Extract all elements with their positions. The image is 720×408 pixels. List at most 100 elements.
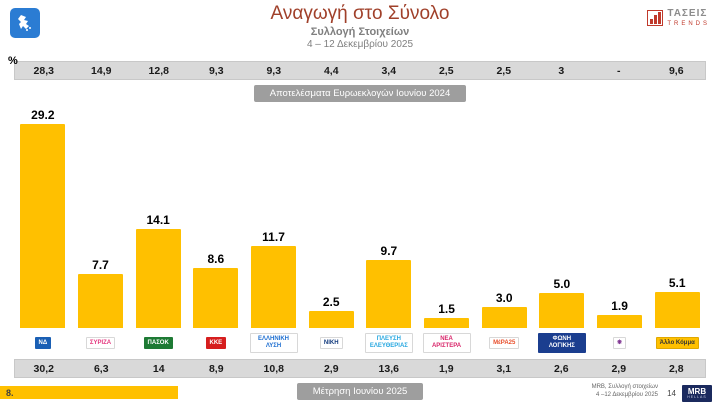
bar [654, 292, 700, 328]
bar [78, 274, 123, 328]
party-logo: ΦΩΝΗ ΛΟΓΙΚΗΣ [537, 333, 586, 353]
bar [193, 267, 239, 328]
bar [597, 314, 643, 328]
june-2025-measure-label: Μέτρηση Ιουνίου 2025 [296, 383, 424, 400]
party-logo-cell: ΜέΡΑ25 [475, 331, 533, 355]
euro-2024-value: 3 [558, 64, 565, 77]
party-logo-cell: ΝΕΑ ΑΡΙΣΤΕΡΑ [418, 331, 476, 355]
bar-value-label: 1.9 [611, 298, 628, 313]
bar [251, 246, 296, 328]
june-2025-value: 30,2 [33, 362, 54, 375]
footer: 8. MRB, Συλλογή στοιχείων 4 –12 Δεκεμβρί… [0, 382, 720, 408]
header: Αναγωγή στο Σύνολο Συλλογή Στοιχείων 4 –… [0, 3, 720, 55]
bar [135, 229, 181, 328]
bar-value-label: 1.5 [438, 301, 455, 316]
bar-value-label: 9.7 [380, 244, 398, 259]
party-logo-cell: ΝΔ [14, 331, 72, 355]
party-logo-cell: ΝΙΚΗ [302, 331, 360, 355]
june-2025-value: 13,6 [378, 362, 399, 375]
bar [539, 293, 585, 328]
chart-column: 11.7 [245, 230, 303, 328]
bar-value-label: 5.1 [668, 276, 686, 291]
party-logo: ΜέΡΑ25 [489, 336, 520, 350]
june-2025-value: 8,9 [208, 362, 224, 375]
taseis-logo-text: ΤΑΣΕΙΣ [667, 8, 708, 19]
party-logo: ΝΕΑ ΑΡΙΣΤΕΡΑ [422, 333, 471, 353]
bar [481, 307, 527, 328]
party-logo-cell: ΦΩΝΗ ΛΟΓΙΚΗΣ [533, 331, 591, 355]
chart-column: 5.1 [648, 276, 706, 328]
bar-value-label: 2.5 [322, 294, 340, 309]
chart-column: 3.0 [475, 291, 533, 328]
footer-source-line2: 4 –12 Δεκεμβρίου 2025 [596, 392, 658, 399]
party-logo-cell: ΠΛΕΥΣΗ ΕΛΕΥΘΕΡΙΑΣ [360, 331, 418, 355]
june-2025-value: 10,8 [263, 362, 284, 375]
trends-logo-text: TRENDS [667, 21, 710, 27]
party-logo-cell: ΕΛΛΗΝΙΚΗ ΛΥΣΗ [245, 331, 303, 355]
june-2025-value: 3,1 [496, 362, 512, 375]
june-2025-value: 2,8 [668, 362, 684, 375]
greece-map-logo-icon [10, 8, 40, 38]
chart-column: 9.7 [360, 244, 418, 328]
june-2025-value: 14 [152, 362, 165, 375]
euro-2024-value: 9,3 [208, 64, 224, 77]
party-logo-cell: ΠΑΣΟΚ [129, 331, 187, 355]
euro-2024-value: 28,3 [33, 64, 54, 77]
bar-value-label: 3.0 [495, 291, 513, 305]
party-logo-cell: ΚΚΕ [187, 331, 245, 355]
chart-column: 14.1 [129, 213, 187, 328]
euro-2024-value: 2,5 [438, 64, 454, 77]
euro-2024-value: 9,6 [668, 64, 684, 77]
euro-2024-value: 2,5 [496, 64, 512, 77]
bar [308, 310, 354, 328]
chart-column: 1.5 [418, 301, 476, 328]
party-logo-cell: Άλλο Κόμμα [648, 331, 706, 355]
party-logo-cell: ❋ [591, 331, 649, 355]
euro-2024-value: 14,9 [91, 64, 112, 77]
euro-2024-value: 9,3 [266, 64, 282, 77]
mrb-logo-text: MRB [687, 386, 707, 396]
mrb-hellas-logo: MRB HELLAS [682, 385, 712, 402]
party-logo: ΕΛΛΗΝΙΚΗ ΛΥΣΗ [249, 333, 298, 353]
bar-value-label: 8.6 [207, 251, 225, 266]
bar-value-label: 7.7 [92, 258, 109, 273]
june-2025-value: 2,6 [553, 362, 569, 375]
page-title: Αναγωγή στο Σύνολο [270, 3, 450, 24]
bar [366, 260, 412, 328]
mrb-logo-subtext: HELLAS [687, 394, 707, 399]
taseis-bars-icon [647, 10, 664, 26]
chart-column: 1.9 [591, 299, 649, 328]
taseis-trends-logo: ΤΑΣΕΙΣ TRENDS [647, 9, 710, 27]
party-logo: ΣΥΡΙΖΑ [85, 336, 116, 350]
page-subtitle: Συλλογή Στοιχείων [310, 26, 410, 38]
page-number: 14 [667, 389, 676, 398]
bar-value-label: 14.1 [146, 213, 170, 228]
party-logo: ΝΙΚΗ [319, 336, 343, 350]
euro-2024-value: 12,8 [148, 64, 169, 77]
party-logos-row: ΝΔ ΣΥΡΙΖΑ ΠΑΣΟΚ ΚΚΕ ΕΛΛΗΝΙΚΗ ΛΥΣΗ ΝΙΚΗ ΠΛΕΥΣΗ … [14, 331, 706, 355]
party-logo: ΠΑΣΟΚ [143, 336, 173, 350]
chart-column: 8.6 [187, 252, 245, 328]
footer-yellow-strip: 8. [0, 386, 178, 399]
june-2025-value: 2,9 [611, 362, 627, 375]
chart-columns: 29.2 7.7 14.1 8.6 11.7 2.5 9.7 1.5 3.0 5.0 1.9 5.1 [14, 104, 706, 328]
party-logo: ΚΚΕ [205, 336, 227, 350]
party-logo: ΠΛΕΥΣΗ ΕΛΕΥΘΕΡΙΑΣ [364, 333, 413, 353]
bar-value-label: 5.0 [553, 277, 571, 291]
collection-date-range: 4 – 12 Δεκεμβρίου 2025 [306, 39, 414, 50]
slide-number: 8. [6, 387, 14, 398]
top-band: 28,3 14,9 12,8 9,3 9,3 4,4 3,4 2,5 2,5 3 - 9,6 [14, 61, 706, 80]
euro-2024-value: 3,4 [381, 64, 397, 77]
greece-map-icon [18, 15, 31, 31]
chart-column: 29.2 [14, 108, 72, 328]
bottom-band: 30,2 6,3 14 8,9 10,8 2,9 13,6 1,9 3,1 2,6 2,9 2,8 [14, 359, 706, 378]
chart-column: 5.0 [533, 277, 591, 328]
party-logo-cell: ΣΥΡΙΖΑ [72, 331, 130, 355]
june-2025-value: 2,9 [323, 362, 339, 375]
june-2025-value: 1,9 [438, 362, 454, 375]
bar [20, 123, 66, 328]
footer-source-text: MRB, Συλλογή στοιχείων 4 –12 Δεκεμβρίου … [592, 384, 658, 400]
euro-2024-value: - [617, 64, 621, 77]
bar [424, 317, 470, 328]
party-logo: ΝΔ [34, 336, 52, 350]
